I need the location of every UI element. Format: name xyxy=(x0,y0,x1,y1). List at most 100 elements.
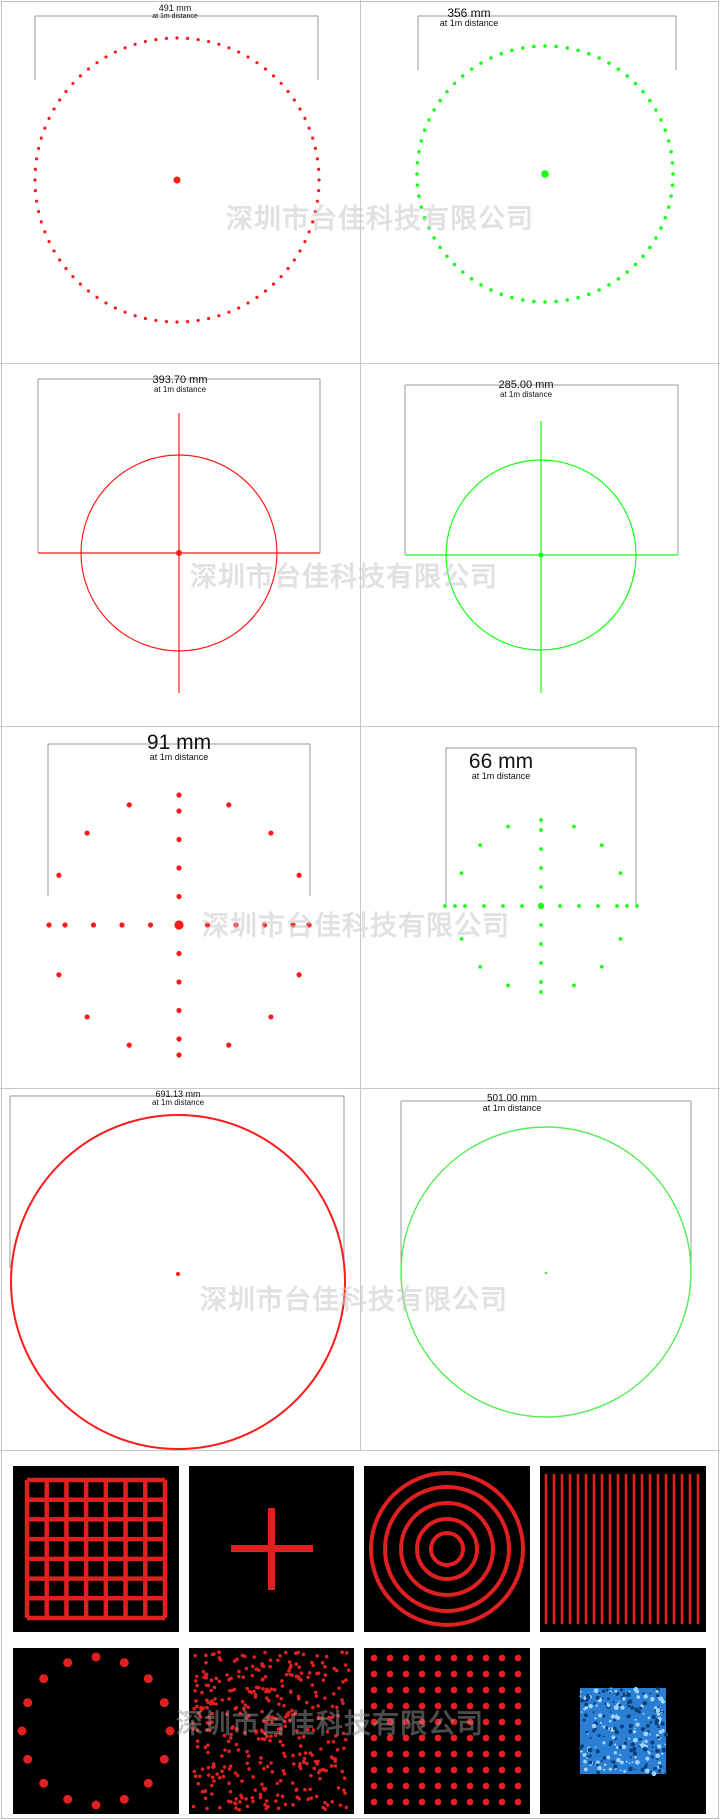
laser-dot xyxy=(210,1711,215,1716)
panel-green-dot-circle: 356 mm at 1m distance xyxy=(360,0,720,363)
laser-dot xyxy=(236,1748,241,1752)
laser-dot xyxy=(224,1712,229,1716)
laser-dot xyxy=(386,1718,394,1726)
laser-dot xyxy=(438,245,442,250)
laser-dot xyxy=(294,1662,299,1666)
speckle xyxy=(610,1714,615,1719)
laser-dot xyxy=(466,1734,474,1742)
laser-dot xyxy=(212,1685,217,1690)
speckle xyxy=(647,1750,650,1753)
laser-dot xyxy=(206,1743,210,1747)
laser-dot xyxy=(204,922,211,928)
laser-dot xyxy=(290,1712,295,1717)
laser-dot xyxy=(261,1719,266,1724)
laser-dot xyxy=(334,1668,339,1673)
speckle xyxy=(609,1711,612,1714)
laser-dot xyxy=(276,1658,280,1663)
laser-dot xyxy=(330,1715,334,1720)
speckle xyxy=(621,1744,626,1750)
speckle xyxy=(654,1721,659,1726)
laser-dot xyxy=(260,1663,265,1668)
laser-dot xyxy=(214,1702,218,1706)
laser-dot xyxy=(417,194,421,199)
laser-dot xyxy=(558,904,562,908)
dimension-label: 393.70 mm at 1m distance xyxy=(120,375,240,395)
laser-dot xyxy=(329,1764,334,1768)
laser-dot xyxy=(311,1728,316,1732)
laser-dot xyxy=(599,964,604,969)
laser-dot xyxy=(317,167,321,171)
laser-dot xyxy=(63,1794,73,1804)
speckle xyxy=(655,1708,661,1713)
laser-dot xyxy=(71,274,75,279)
laser-dot xyxy=(275,1793,280,1797)
laser-dot xyxy=(415,183,420,187)
width-label: 691.13 mm xyxy=(155,1089,201,1099)
speckle xyxy=(610,1687,613,1689)
laser-dot xyxy=(659,118,663,122)
laser-dot xyxy=(86,67,91,71)
speckle xyxy=(611,1735,616,1740)
laser-dot xyxy=(336,1713,340,1718)
laser-dot xyxy=(418,1670,426,1678)
column-divider xyxy=(360,0,361,1450)
laser-dot xyxy=(258,1795,263,1800)
width-label: 501.00 mm xyxy=(486,1093,538,1104)
speckle xyxy=(591,1723,597,1729)
laser-dot xyxy=(191,1721,195,1725)
speckle xyxy=(645,1762,648,1766)
laser-dot xyxy=(193,1653,198,1658)
laser-dot xyxy=(478,843,483,848)
laser-dot xyxy=(586,51,591,56)
laser-dot xyxy=(209,1678,214,1683)
speckle xyxy=(622,1696,626,1701)
laser-dot xyxy=(292,98,296,102)
laser-dot xyxy=(238,1711,243,1715)
laser-dot xyxy=(419,139,424,143)
laser-dot xyxy=(286,266,290,271)
speckle xyxy=(607,1697,610,1701)
laser-dot xyxy=(532,44,536,49)
laser-dot xyxy=(370,1734,378,1742)
laser-dot xyxy=(418,1734,426,1742)
laser-dot xyxy=(335,1748,340,1752)
laser-dot xyxy=(386,1750,394,1758)
laser-dot xyxy=(323,1696,327,1700)
speckle xyxy=(649,1692,651,1695)
speckle xyxy=(640,1743,646,1748)
pattern-dot-circle xyxy=(415,15,677,304)
speckle xyxy=(661,1747,667,1753)
laser-dot xyxy=(616,277,621,281)
speckle xyxy=(632,1737,638,1743)
speckle xyxy=(625,1738,628,1740)
speckle xyxy=(642,1746,648,1752)
laser-dot xyxy=(554,44,558,49)
laser-dot xyxy=(268,830,274,836)
laser-dot xyxy=(260,1728,264,1733)
laser-dot xyxy=(303,116,307,120)
speckle xyxy=(596,1760,600,1764)
laser-dot xyxy=(234,1705,239,1710)
laser-dot xyxy=(450,1670,458,1678)
laser-dot xyxy=(234,1742,239,1747)
laser-dot xyxy=(234,1797,239,1801)
laser-dot xyxy=(58,258,62,262)
laser-dot xyxy=(217,1679,222,1684)
laser-dot xyxy=(307,1671,312,1675)
speckle xyxy=(579,1695,582,1697)
speckle xyxy=(640,1767,645,1772)
laser-dot xyxy=(221,1774,226,1779)
speckle xyxy=(633,1687,639,1692)
laser-dot xyxy=(625,904,629,908)
laser-dot xyxy=(422,128,427,133)
laser-dot xyxy=(418,1654,426,1662)
laser-dot xyxy=(599,843,604,848)
laser-dot xyxy=(165,1726,175,1736)
laser-dot xyxy=(418,1750,426,1758)
tile-cross-pattern xyxy=(189,1466,354,1632)
speckle xyxy=(629,1723,633,1728)
laser-dot xyxy=(539,980,543,984)
laser-dot xyxy=(228,1789,233,1794)
speckle xyxy=(605,1688,609,1692)
speckle xyxy=(586,1732,589,1735)
